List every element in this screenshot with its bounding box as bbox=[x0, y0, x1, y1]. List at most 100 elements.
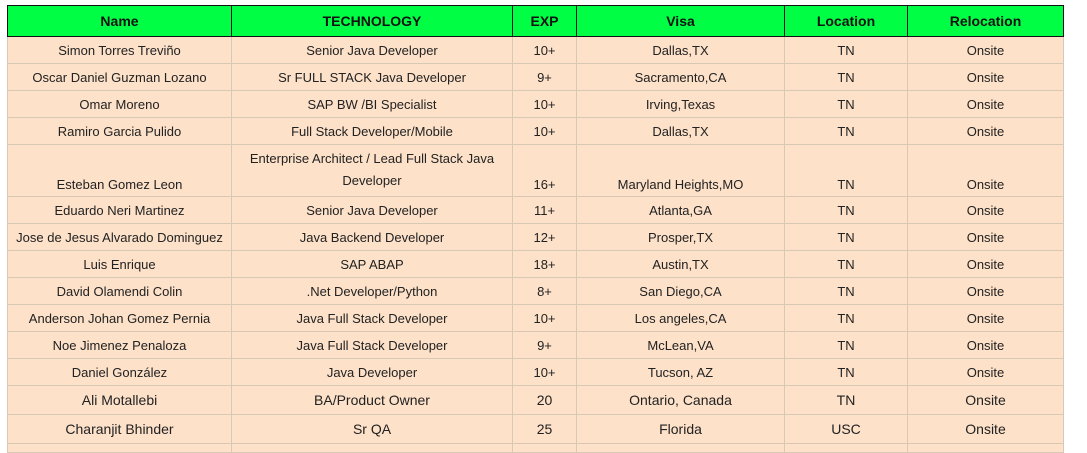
cell-visa[interactable]: Dallas,TX bbox=[576, 36, 785, 64]
cell-technology[interactable]: Java Developer bbox=[231, 358, 513, 386]
cell-location[interactable]: TN bbox=[784, 196, 908, 224]
cell-technology[interactable]: Java Backend Developer bbox=[231, 223, 513, 251]
cell-location[interactable]: TN bbox=[784, 304, 908, 332]
cell-technology[interactable]: Sr QA bbox=[231, 414, 513, 444]
cell-technology[interactable]: SAP ABAP bbox=[231, 250, 513, 278]
cell-relocation[interactable]: Onsite bbox=[907, 63, 1064, 91]
cell-technology[interactable]: Enterprise Architect / Lead Full Stack J… bbox=[231, 144, 513, 197]
cell-empty[interactable] bbox=[907, 443, 1064, 453]
cell-visa[interactable]: Austin,TX bbox=[576, 250, 785, 278]
cell-visa[interactable]: San Diego,CA bbox=[576, 277, 785, 305]
cell-relocation[interactable]: Onsite bbox=[907, 117, 1064, 145]
cell-name[interactable]: Jose de Jesus Alvarado Dominguez bbox=[7, 223, 232, 251]
cell-visa[interactable]: Sacramento,CA bbox=[576, 63, 785, 91]
cell-exp[interactable]: 10+ bbox=[512, 117, 577, 145]
cell-name[interactable]: Omar Moreno bbox=[7, 90, 232, 118]
cell-visa[interactable]: Atlanta,GA bbox=[576, 196, 785, 224]
table-row: Noe Jimenez Penaloza Java Full Stack Dev… bbox=[7, 331, 1064, 359]
cell-technology[interactable]: Java Full Stack Developer bbox=[231, 304, 513, 332]
cell-technology[interactable]: Java Full Stack Developer bbox=[231, 331, 513, 359]
cell-relocation[interactable]: Onsite bbox=[907, 223, 1064, 251]
cell-exp[interactable]: 10+ bbox=[512, 304, 577, 332]
cell-name[interactable]: Anderson Johan Gomez Pernia bbox=[7, 304, 232, 332]
cell-technology[interactable]: Senior Java Developer bbox=[231, 196, 513, 224]
cell-visa[interactable]: Los angeles,CA bbox=[576, 304, 785, 332]
cell-technology[interactable]: Sr FULL STACK Java Developer bbox=[231, 63, 513, 91]
cell-visa[interactable]: Maryland Heights,MO bbox=[576, 144, 785, 197]
cell-technology[interactable]: SAP BW /BI Specialist bbox=[231, 90, 513, 118]
cell-visa[interactable]: Florida bbox=[576, 414, 785, 444]
cell-relocation[interactable]: Onsite bbox=[907, 90, 1064, 118]
cell-exp[interactable]: 10+ bbox=[512, 90, 577, 118]
cell-name[interactable]: Esteban Gomez Leon bbox=[7, 144, 232, 197]
cell-exp[interactable]: 11+ bbox=[512, 196, 577, 224]
cell-name[interactable]: Oscar Daniel Guzman Lozano bbox=[7, 63, 232, 91]
cell-exp[interactable]: 8+ bbox=[512, 277, 577, 305]
header-technology[interactable]: TECHNOLOGY bbox=[231, 5, 513, 37]
cell-visa[interactable]: Irving,Texas bbox=[576, 90, 785, 118]
header-name[interactable]: Name bbox=[7, 5, 232, 37]
cell-name[interactable]: Simon Torres Treviño bbox=[7, 36, 232, 64]
cell-name[interactable]: Ali Motallebi bbox=[7, 385, 232, 415]
cell-name[interactable]: Ramiro Garcia Pulido bbox=[7, 117, 232, 145]
cell-location[interactable]: TN bbox=[784, 277, 908, 305]
cell-location[interactable]: TN bbox=[784, 385, 908, 415]
header-visa[interactable]: Visa bbox=[576, 5, 785, 37]
cell-exp[interactable]: 25 bbox=[512, 414, 577, 444]
cell-location[interactable]: TN bbox=[784, 223, 908, 251]
table-row: Luis Enrique SAP ABAP 18+ Austin,TX TN O… bbox=[7, 250, 1064, 278]
cell-location[interactable]: TN bbox=[784, 331, 908, 359]
cell-empty[interactable] bbox=[512, 443, 577, 453]
cell-exp[interactable]: 9+ bbox=[512, 63, 577, 91]
cell-name[interactable]: David Olamendi Colin bbox=[7, 277, 232, 305]
cell-name[interactable]: Luis Enrique bbox=[7, 250, 232, 278]
cell-visa[interactable]: McLean,VA bbox=[576, 331, 785, 359]
cell-empty[interactable] bbox=[231, 443, 513, 453]
cell-technology[interactable]: Full Stack Developer/Mobile bbox=[231, 117, 513, 145]
cell-exp[interactable]: 12+ bbox=[512, 223, 577, 251]
cell-location[interactable]: USC bbox=[784, 414, 908, 444]
header-exp[interactable]: EXP bbox=[512, 5, 577, 37]
cell-relocation[interactable]: Onsite bbox=[907, 196, 1064, 224]
cell-relocation[interactable]: Onsite bbox=[907, 304, 1064, 332]
cell-exp[interactable]: 9+ bbox=[512, 331, 577, 359]
cell-relocation[interactable]: Onsite bbox=[907, 414, 1064, 444]
cell-name[interactable]: Eduardo Neri Martinez bbox=[7, 196, 232, 224]
table-row: Eduardo Neri Martinez Senior Java Develo… bbox=[7, 196, 1064, 224]
cell-name[interactable]: Noe Jimenez Penaloza bbox=[7, 331, 232, 359]
cell-relocation[interactable]: Onsite bbox=[907, 250, 1064, 278]
cell-location[interactable]: TN bbox=[784, 250, 908, 278]
cell-location[interactable]: TN bbox=[784, 117, 908, 145]
cell-location[interactable]: TN bbox=[784, 90, 908, 118]
header-relocation[interactable]: Relocation bbox=[907, 5, 1064, 37]
cell-visa[interactable]: Dallas,TX bbox=[576, 117, 785, 145]
cell-empty[interactable] bbox=[7, 443, 232, 453]
cell-exp[interactable]: 18+ bbox=[512, 250, 577, 278]
cell-technology[interactable]: .Net Developer/Python bbox=[231, 277, 513, 305]
cell-empty[interactable] bbox=[784, 443, 908, 453]
cell-visa[interactable]: Ontario, Canada bbox=[576, 385, 785, 415]
cell-exp[interactable]: 16+ bbox=[512, 144, 577, 197]
header-location[interactable]: Location bbox=[784, 5, 908, 37]
cell-relocation[interactable]: Onsite bbox=[907, 36, 1064, 64]
cell-relocation[interactable]: Onsite bbox=[907, 277, 1064, 305]
cell-name[interactable]: Charanjit Bhinder bbox=[7, 414, 232, 444]
cell-relocation[interactable]: Onsite bbox=[907, 358, 1064, 386]
cell-relocation[interactable]: Onsite bbox=[907, 385, 1064, 415]
cell-visa[interactable]: Tucson, AZ bbox=[576, 358, 785, 386]
cell-location[interactable]: TN bbox=[784, 144, 908, 197]
cell-location[interactable]: TN bbox=[784, 63, 908, 91]
cell-exp[interactable]: 20 bbox=[512, 385, 577, 415]
cell-location[interactable]: TN bbox=[784, 358, 908, 386]
cell-empty[interactable] bbox=[576, 443, 785, 453]
cell-relocation[interactable]: Onsite bbox=[907, 144, 1064, 197]
cell-exp[interactable]: 10+ bbox=[512, 36, 577, 64]
cell-technology[interactable]: Senior Java Developer bbox=[231, 36, 513, 64]
cell-exp[interactable]: 10+ bbox=[512, 358, 577, 386]
cell-name[interactable]: Daniel González bbox=[7, 358, 232, 386]
cell-technology[interactable]: BA/Product Owner bbox=[231, 385, 513, 415]
cell-visa[interactable]: Prosper,TX bbox=[576, 223, 785, 251]
cell-relocation[interactable]: Onsite bbox=[907, 331, 1064, 359]
table-row: Omar Moreno SAP BW /BI Specialist 10+ Ir… bbox=[7, 90, 1064, 118]
cell-location[interactable]: TN bbox=[784, 36, 908, 64]
